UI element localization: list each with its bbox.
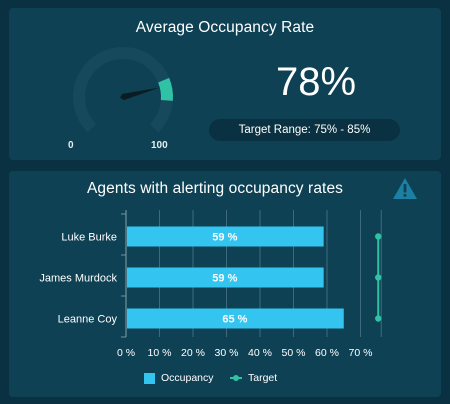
bar-value-label: 59 % [212,232,237,244]
legend-occupancy-label: Occupancy [161,372,214,384]
agent-name-label: Leanne Coy [58,314,118,326]
x-tick-label: 40 % [248,347,272,359]
legend-target-marker [230,375,242,381]
occupancy-bar[interactable] [127,226,324,247]
target-range-badge: Target Range: 75% - 85% [209,119,400,141]
target-point[interactable] [375,233,382,240]
x-tick-label: 30 % [215,347,239,359]
legend-occupancy-swatch [144,372,155,384]
occupancy-kpi-value: 78% [275,60,357,104]
agent-name-label: Luke Burke [61,232,117,244]
occupancy-bar-chart: 59 % Luke Burke 59 % James Murdock 65 % Leann… [39,210,382,360]
x-tick-label: 60 % [315,347,339,359]
occupancy-bar[interactable] [127,308,344,329]
occupancy-rate-panel: Average Occupancy Rate 0 100 78% Target … [9,8,441,160]
legend-target[interactable]: Target [230,372,277,384]
chart-labels: 59 % Luke Burke 59 % James Murdock 65 % Leann… [39,232,372,360]
target-point[interactable] [375,315,382,322]
gauge-target-band [157,77,173,101]
x-tick-label: 20 % [181,347,205,359]
warning-icon[interactable] [392,177,418,201]
occupancy-panel-title: Average Occupancy Rate [135,19,315,36]
legend-occupancy[interactable]: Occupancy [144,372,214,384]
x-tick-label: 50 % [282,347,306,359]
x-tick-label: 70 % [349,347,373,359]
gauge-track [73,47,173,133]
bar-value-label: 59 % [212,273,237,285]
gauge-needle [120,87,160,101]
target-point[interactable] [375,274,382,281]
chart-bars [127,226,344,329]
alerting-agents-panel: Agents with alerting occupancy rates 59 … [9,171,441,397]
chart-target-series [375,233,382,322]
gauge-max-label: 100 [151,140,168,151]
alerting-panel-title: Agents with alerting occupancy rates [86,180,344,197]
agent-name-label: James Murdock [39,273,117,285]
occupancy-gauge [73,47,173,133]
x-tick-label: 0 % [117,347,135,359]
legend-target-label: Target [248,372,278,384]
gauge-min-label: 0 [68,140,74,151]
occupancy-bar[interactable] [127,267,324,288]
bar-value-label: 65 % [222,314,247,326]
x-tick-label: 10 % [148,347,172,359]
